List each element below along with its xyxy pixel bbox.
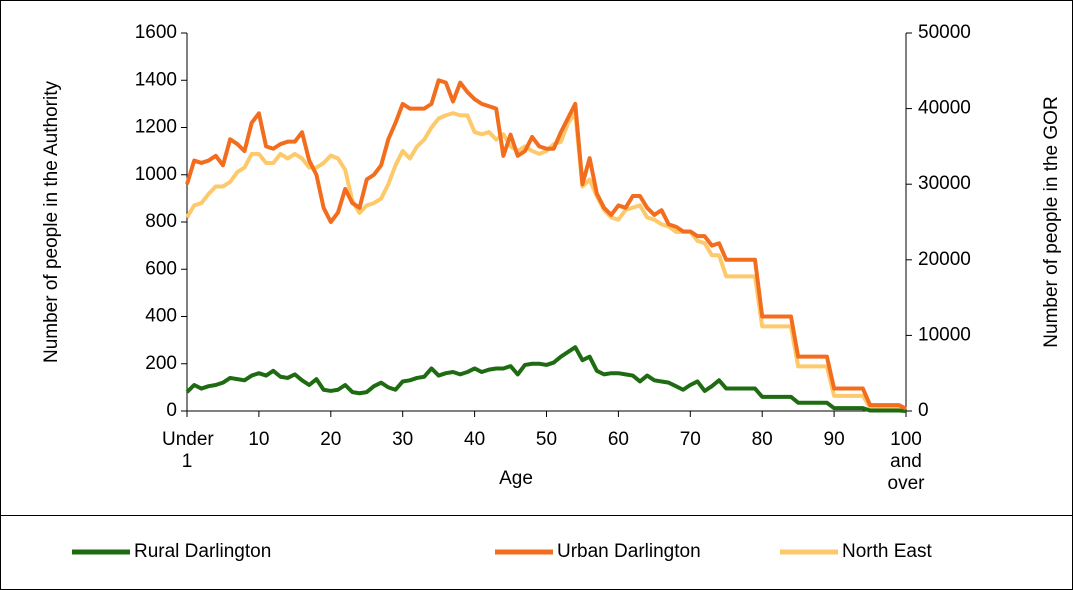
- y2-tick-label: 0: [918, 400, 929, 421]
- y2-tick-label: 50000: [918, 22, 971, 43]
- series-line: [185, 345, 907, 413]
- y-tick-label: 1400: [135, 69, 177, 90]
- y2-tick-label: 10000: [918, 324, 971, 345]
- legend-label: Rural Darlington: [134, 541, 271, 562]
- x-tick-label: 100 and over: [887, 429, 925, 494]
- y-tick-label: 1200: [135, 117, 177, 138]
- x-tick-label: 60: [607, 429, 629, 450]
- x-tick-label: 30: [392, 429, 414, 450]
- y-tick-label: 0: [166, 400, 177, 421]
- y2-tick-label: 20000: [918, 249, 971, 270]
- y-tick-label: 400: [145, 306, 177, 327]
- y2-axis-title: Number of people in the GOR: [1041, 96, 1062, 348]
- y-tick-label: 800: [145, 211, 177, 232]
- y2-tick-label: 40000: [918, 98, 971, 119]
- legend-label: North East: [842, 541, 932, 562]
- x-tick-label: 90: [823, 429, 845, 450]
- x-tick-label: 10: [248, 429, 270, 450]
- legend-label: Urban Darlington: [557, 541, 701, 562]
- y2-tick-label: 30000: [918, 173, 971, 194]
- y-tick-label: 600: [145, 258, 177, 279]
- y-axis-title: Number of people in the Authority: [41, 81, 62, 364]
- x-tick-label: 70: [679, 429, 701, 450]
- x-tick-label: 20: [320, 429, 342, 450]
- x-tick-label: 80: [751, 429, 773, 450]
- x-axis-title: Age: [499, 468, 533, 489]
- series-line: [185, 111, 907, 412]
- x-tick-label: Under 1: [162, 429, 214, 472]
- series-line: [185, 78, 907, 411]
- y-tick-label: 200: [145, 353, 177, 374]
- y-tick-label: 1600: [135, 22, 177, 43]
- x-tick-label: 40: [464, 429, 486, 450]
- y-tick-label: 1000: [135, 164, 177, 185]
- x-tick-label: 50: [535, 429, 558, 450]
